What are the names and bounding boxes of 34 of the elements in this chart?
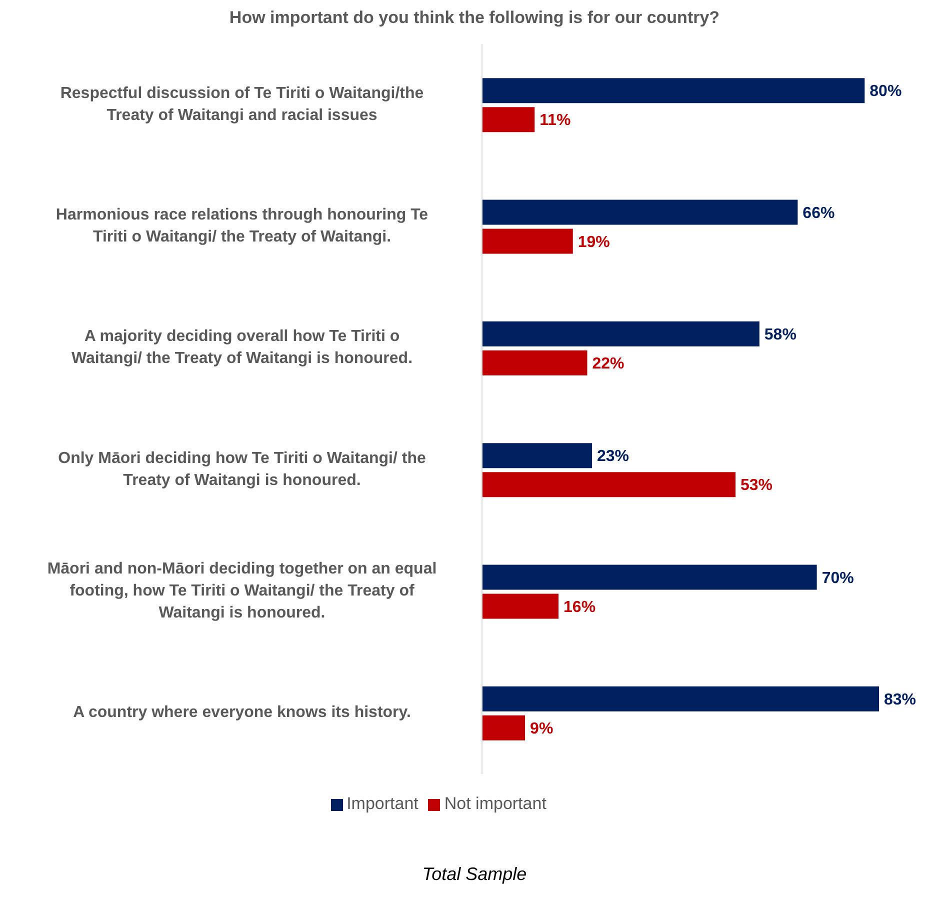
y-tick-label: Māori and non-Māori deciding together on an equal footing, how Te Tiriti o Waitangi/ the Treaty of Waitangi is honoured. [47, 560, 437, 622]
bar [482, 78, 865, 104]
data-label: 19% [578, 234, 610, 251]
text: Total Sample [421, 864, 528, 885]
data-label: 23% [597, 448, 630, 466]
y-tick-label: Harmonious race relations through honouring Te Tiriti o Waitangi/ the Treaty of Waitangi. [56, 206, 428, 246]
data-label: 66% [802, 204, 835, 222]
data-label: 22% [592, 356, 624, 373]
bar [482, 564, 817, 590]
legend-label: Not important [444, 794, 546, 813]
bar [482, 443, 592, 468]
bar [482, 200, 798, 225]
bar [482, 350, 588, 376]
y-tick-label: A majority deciding overall how Te Tiriti o Waitangi/ the Treaty of Waitangi is honoured. [71, 328, 413, 368]
bar [482, 228, 573, 254]
bar [482, 715, 526, 740]
y-tick-label: Respectful discussion of Te Tiriti o Waitangi/the Treaty of Waitangi and racial issues [60, 85, 424, 124]
y-tick-label: Only Māori deciding how Te Tiriti o Waitangi/ the Treaty of Waitangi is honoured. [58, 450, 426, 490]
data-label: 16% [564, 598, 596, 616]
bar [482, 321, 760, 346]
y-tick-label: A country where everyone knows its history. [73, 704, 411, 722]
data-label: 9% [530, 720, 554, 738]
data-label: 70% [822, 570, 854, 587]
bar [482, 472, 736, 498]
bar [482, 594, 559, 619]
chart-title: How important do you think the following is for our country? [228, 8, 721, 28]
data-label: 53% [740, 477, 773, 494]
data-label: 80% [870, 83, 902, 100]
data-label: 11% [540, 112, 571, 130]
legend-label: Important [346, 794, 418, 813]
bar [482, 686, 879, 712]
data-label: 83% [884, 692, 916, 709]
bar [482, 107, 535, 132]
data-label: 58% [764, 326, 796, 344]
